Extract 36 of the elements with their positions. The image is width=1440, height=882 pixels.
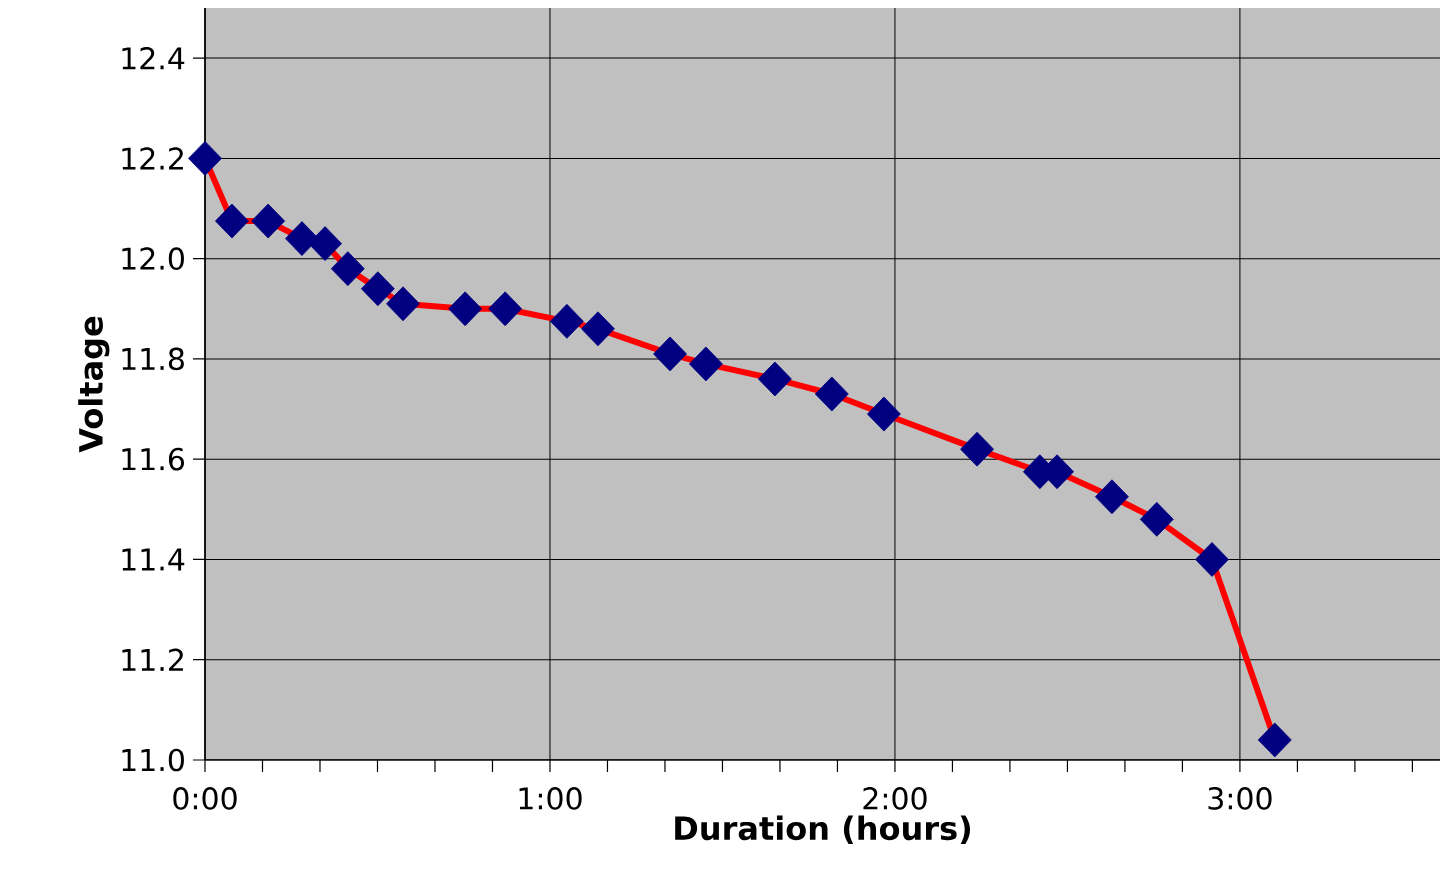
y-tick-label: 12.0 (122, 247, 184, 271)
point (758, 361, 792, 397)
point (330, 251, 365, 287)
point (386, 286, 420, 322)
y-tick-label: 11.2 (122, 648, 183, 671)
point (867, 396, 901, 432)
point (251, 203, 286, 239)
point (1139, 501, 1174, 537)
point (448, 291, 483, 327)
point (1095, 479, 1129, 515)
y-tick-label: 11.6 (122, 447, 185, 471)
y-tick-label: 12.2 (122, 147, 183, 170)
y-tick-label: 11.8 (122, 347, 184, 371)
x-tick-label: 1:00 (519, 787, 582, 810)
point (360, 271, 395, 307)
y-axis-title: Voltage (78, 316, 110, 453)
x-tick-label: 0:00 (173, 787, 237, 810)
point (581, 311, 615, 347)
point (285, 221, 319, 256)
point (1195, 542, 1229, 577)
point (653, 336, 687, 372)
y-tick-label: 11.4 (122, 548, 185, 571)
point (215, 203, 249, 239)
point (689, 346, 723, 382)
point (814, 376, 849, 412)
x-tick-label: 2:00 (863, 787, 927, 810)
y-tick-label: 11.0 (122, 748, 184, 772)
x-tick-label: 3:00 (1208, 787, 1272, 810)
point (960, 431, 994, 467)
point (549, 303, 584, 339)
point (308, 226, 342, 262)
x-axis-title: Duration (hours) (675, 815, 971, 844)
point (1257, 722, 1292, 758)
point (188, 140, 222, 176)
point (488, 291, 523, 327)
y-tick-label: 12.4 (122, 46, 185, 70)
